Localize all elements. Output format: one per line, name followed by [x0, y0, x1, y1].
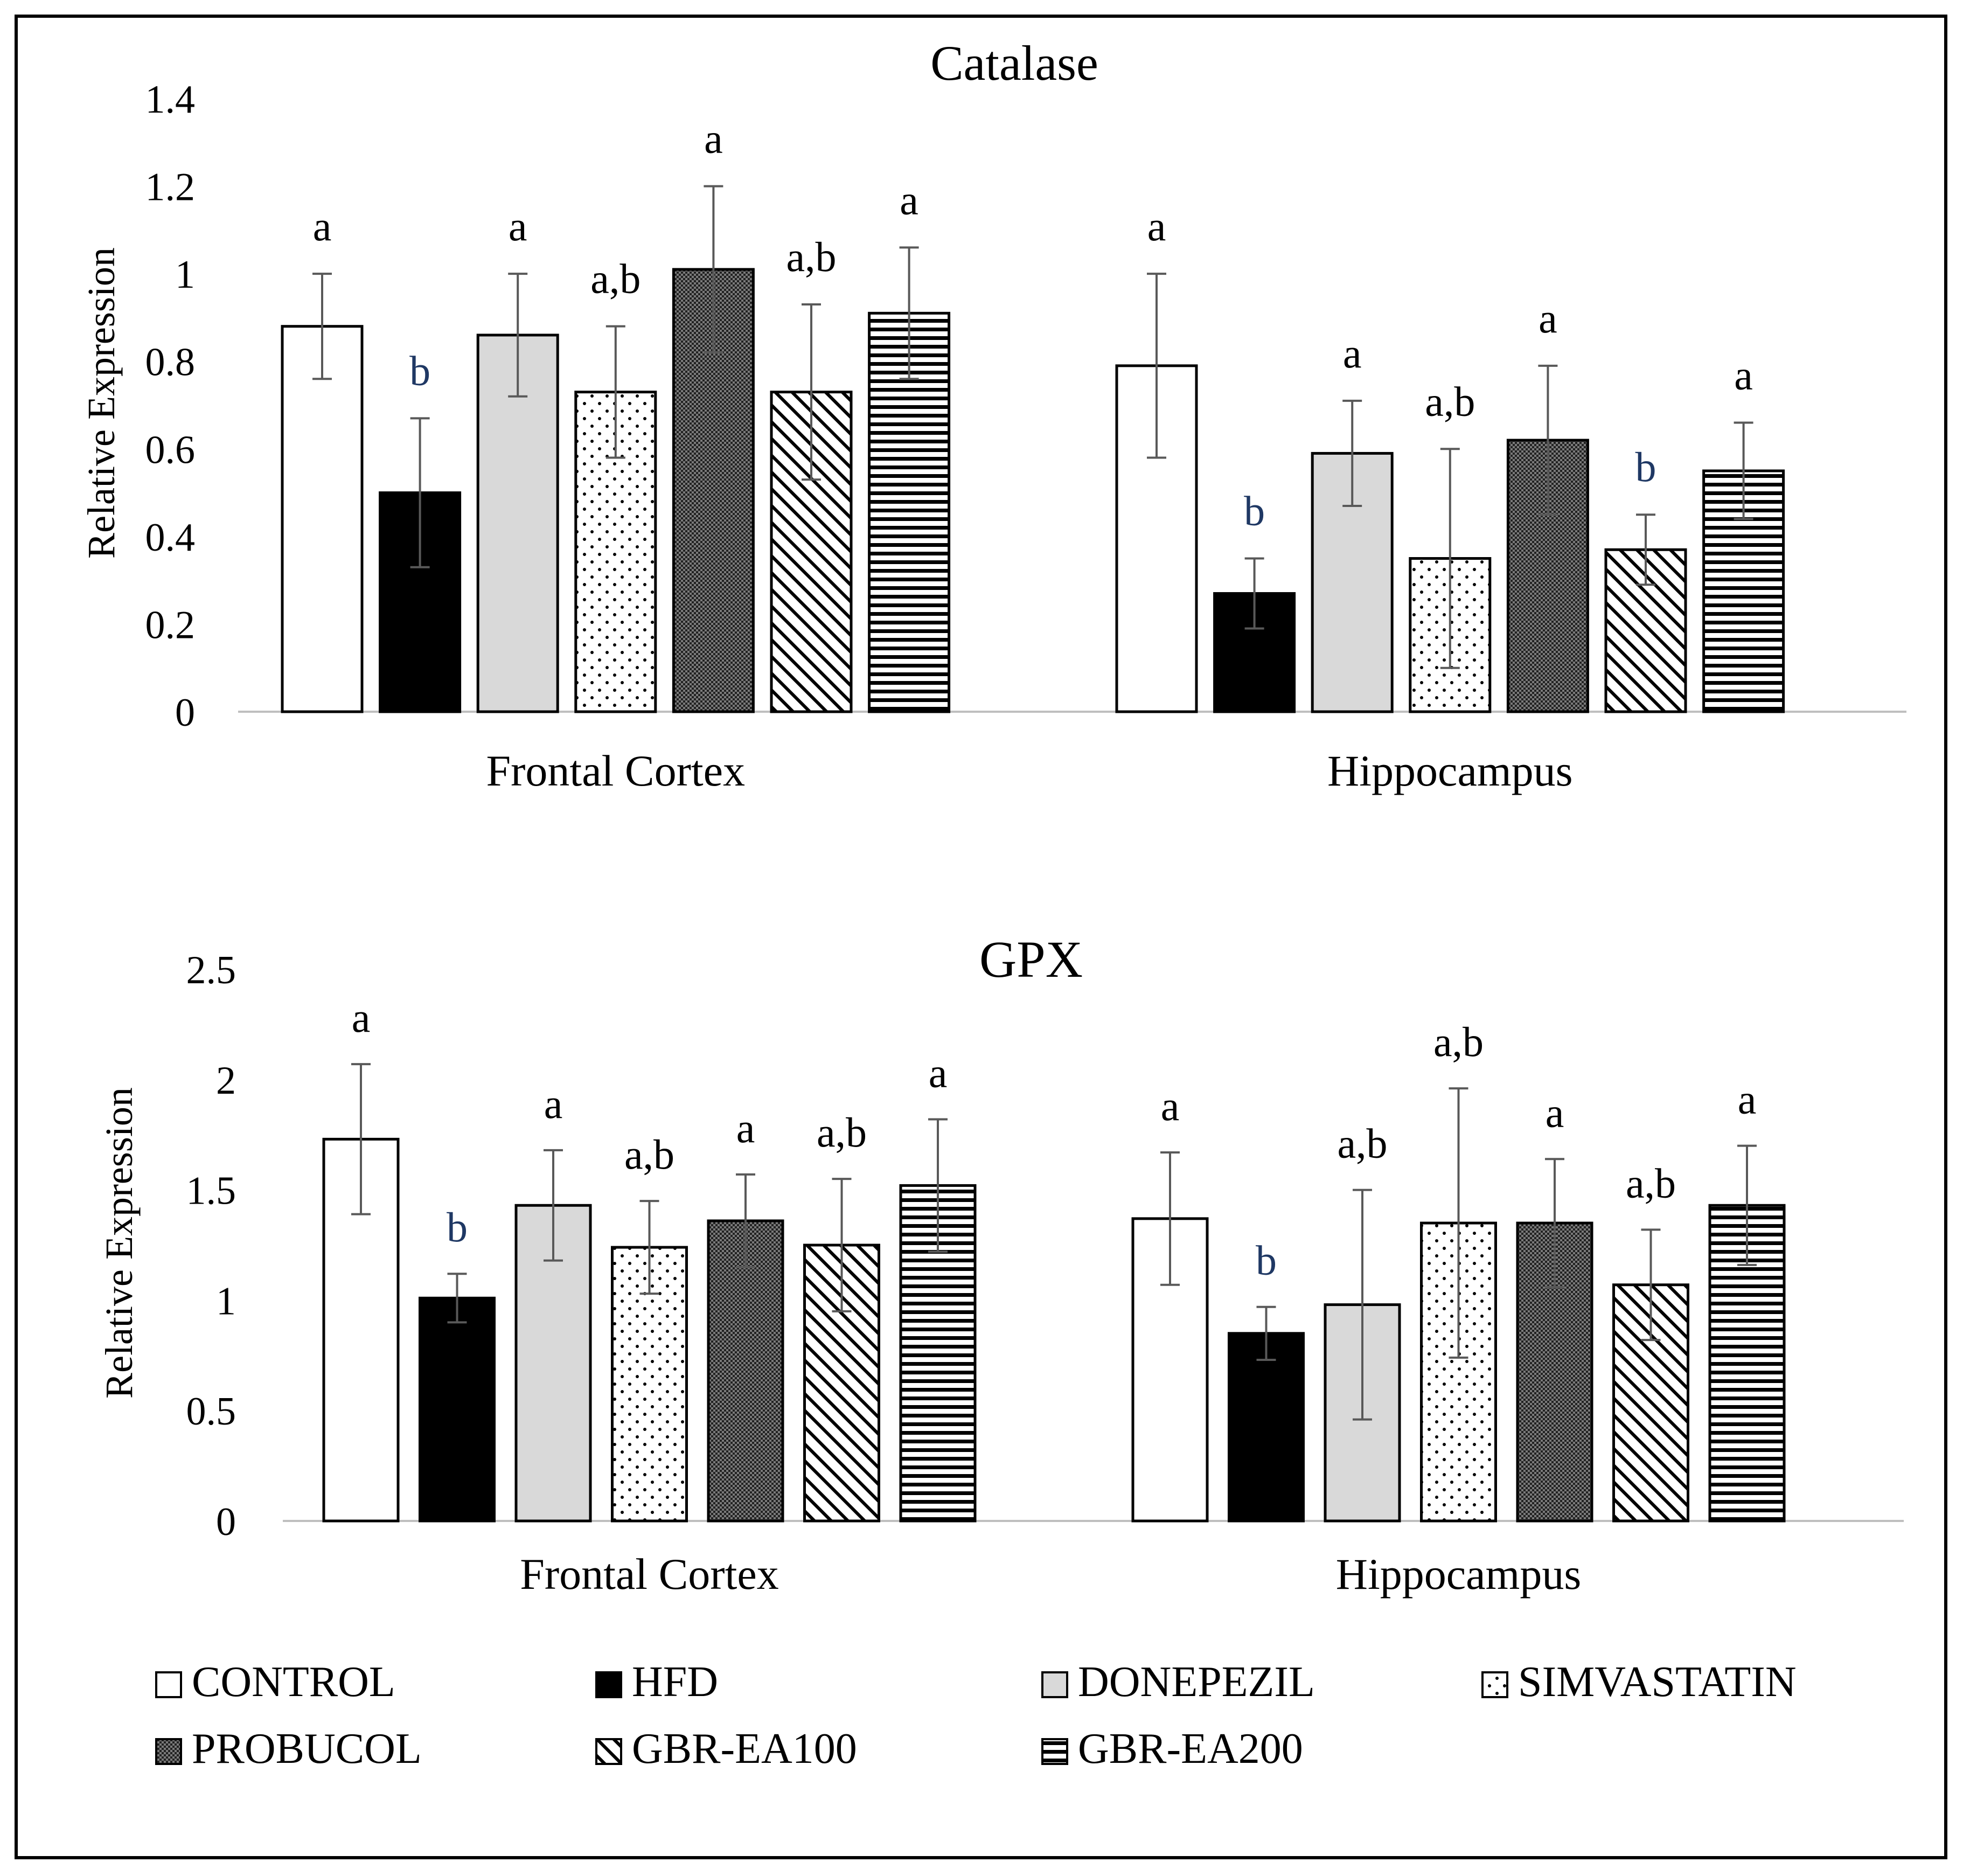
legend-label: DONEPEZIL [1078, 1658, 1315, 1706]
legend-swatch [1481, 1671, 1508, 1698]
gpx-panel: GPX Relative Expression 0 0.5 1 1.5 2 2.5 Fron… [98, 930, 1904, 1599]
legend-label: SIMVASTATIN [1518, 1658, 1797, 1706]
significance-letter: b [409, 347, 430, 394]
legend-label: PROBUCOL [192, 1725, 422, 1773]
catalase-panel: Catalase Relative Expression 00.20.40.60… [80, 36, 1906, 795]
y-tick-label: 2.5 [186, 948, 236, 992]
y-tick-label: 2 [216, 1059, 236, 1103]
legend-swatch [595, 1671, 622, 1698]
y-tick-label: 0.8 [145, 341, 196, 385]
bar [1311, 451, 1394, 713]
significance-letter: a [1539, 295, 1557, 342]
bar [1228, 1332, 1305, 1523]
chart-title: Catalase [930, 36, 1098, 91]
y-tick-label: 0.5 [186, 1389, 236, 1434]
significance-letter: a,b [590, 255, 641, 302]
bar [672, 268, 755, 713]
chart-title: GPX [979, 930, 1083, 988]
gpx-marks: 0 0.5 1 1.5 2 2.5 Frontal Cortex Hippocampus a a b… [186, 948, 1786, 1599]
y-tick-label: 0.4 [145, 516, 196, 560]
legend-label: HFD [632, 1658, 718, 1706]
bar [707, 1219, 784, 1523]
bar [419, 1296, 496, 1523]
x-category-label: Hippocampus [1327, 746, 1572, 795]
y-tick-label: 1.5 [186, 1169, 236, 1213]
y-axis-label: Relative Expression [98, 1087, 141, 1399]
y-tick-label: 1.4 [145, 78, 196, 122]
significance-letter: b [1244, 488, 1265, 534]
significance-letter: a [900, 176, 918, 223]
legend-swatch [1041, 1738, 1068, 1765]
significance-letter: a [704, 115, 723, 162]
significance-letter: a,b [786, 233, 836, 280]
significance-letter: a [1147, 203, 1166, 249]
bar [281, 325, 364, 713]
legend-swatch [1041, 1671, 1068, 1698]
significance-letter: a,b [1433, 1018, 1484, 1065]
significance-letter: a [736, 1104, 755, 1151]
bar [1420, 1221, 1497, 1523]
figure-border [15, 15, 1947, 1859]
y-tick-label: 1.2 [145, 165, 196, 210]
significance-letter: b [1635, 443, 1656, 490]
significance-letter: a,b [817, 1109, 867, 1156]
x-category-label: Frontal Cortex [520, 1550, 779, 1599]
legend-swatch [155, 1738, 182, 1765]
legend: CONTROL HFD DONEPEZIL SIMVASTATIN PROBUCOL GB… [155, 1658, 1797, 1773]
significance-letter: a [509, 203, 527, 249]
y-tick-label: 0.2 [145, 603, 196, 647]
significance-letter: a [1546, 1089, 1564, 1136]
significance-letter: a [544, 1080, 563, 1127]
y-tick-label: 0.6 [145, 428, 196, 472]
x-category-label: Frontal Cortex [486, 746, 746, 795]
significance-letter: a,b [624, 1131, 674, 1178]
y-tick-label: 0 [216, 1500, 236, 1544]
significance-letter: a [1161, 1082, 1180, 1129]
y-tick-label: 0 [175, 691, 195, 735]
legend-label: GBR-EA200 [1078, 1725, 1303, 1773]
significance-letter: a,b [1337, 1120, 1387, 1167]
legend-swatch [595, 1738, 622, 1765]
legend-label: CONTROL [192, 1658, 395, 1706]
legend-label: GBR-EA100 [632, 1725, 857, 1773]
significance-letter: b [447, 1204, 468, 1250]
significance-letter: a [1343, 330, 1362, 377]
legend-swatch [155, 1671, 182, 1698]
significance-letter: a [1734, 352, 1753, 399]
y-axis-label: Relative Expression [80, 247, 123, 559]
significance-letter: a [929, 1050, 948, 1096]
bar [476, 333, 559, 713]
significance-letter: a [1738, 1076, 1757, 1123]
y-tick-label: 1 [216, 1279, 236, 1323]
y-tick-label: 1 [175, 253, 195, 297]
significance-letter: a [313, 203, 332, 249]
significance-letter: a,b [1425, 378, 1475, 425]
significance-letter: a [352, 994, 371, 1041]
significance-letter: a,b [1626, 1159, 1676, 1206]
catalase-marks: 0 0.2 0.4 0.6 0.8 1 1.2 1.4 Frontal Cortex Hippoc… [145, 78, 1785, 795]
significance-letter: b [1256, 1237, 1277, 1284]
x-category-label: Hippocampus [1336, 1550, 1581, 1599]
